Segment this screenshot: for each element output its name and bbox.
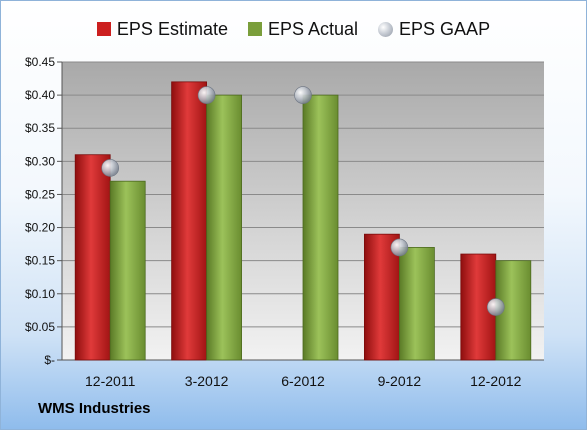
legend-swatch-eps-actual xyxy=(247,22,262,36)
legend-swatch-eps-gaap xyxy=(378,21,394,37)
bar-eps-estimate xyxy=(363,233,400,361)
bar-eps-estimate xyxy=(171,81,208,361)
bar-eps-estimate xyxy=(74,154,111,361)
x-category-label: 3-2012 xyxy=(185,373,229,389)
marker-eps-gaap xyxy=(486,298,505,316)
bar-eps-actual xyxy=(109,180,146,361)
y-tick-label: $0.15 xyxy=(25,254,55,268)
legend-item-eps-gaap: EPS GAAP xyxy=(378,19,490,40)
x-category-label: 9-2012 xyxy=(378,373,422,389)
bar-eps-actual xyxy=(302,94,339,361)
marker-eps-gaap xyxy=(390,238,409,257)
y-tick-label: $0.35 xyxy=(25,121,55,135)
legend-label-eps-actual: EPS Actual xyxy=(267,18,359,39)
y-tick-label: $0.25 xyxy=(25,187,55,201)
marker-eps-gaap xyxy=(101,159,119,177)
legend-label-eps-estimate: EPS Estimate xyxy=(116,18,228,39)
company-name: WMS Industries xyxy=(38,400,151,417)
y-tick-label: $0.20 xyxy=(25,221,55,235)
x-axis-categories: 12-2011 3-2012 6-2012 9-2012 12-2012 xyxy=(85,373,522,389)
legend-label-eps-gaap: EPS GAAP xyxy=(399,18,491,39)
bar-eps-actual xyxy=(206,94,243,361)
gaap-markers xyxy=(101,86,505,316)
marker-eps-gaap xyxy=(294,86,312,104)
x-category-label: 12-2012 xyxy=(470,373,522,389)
y-tick-label: $- xyxy=(44,353,55,367)
y-tick-label: $0.40 xyxy=(25,88,55,102)
y-tick-label: $0.05 xyxy=(25,320,55,334)
legend-item-eps-estimate: EPS Estimate xyxy=(96,18,228,40)
marker-eps-gaap xyxy=(197,86,216,104)
x-category-label: 12-2011 xyxy=(85,373,136,389)
y-tick-label: $0.45 xyxy=(25,55,55,69)
bar-eps-actual xyxy=(398,247,435,361)
legend-swatch-eps-estimate xyxy=(96,22,111,36)
y-axis-ticks: $- $0.05 $0.10 $0.15 $0.20 $0.25 $0.30 $0.35 $0.… xyxy=(25,55,544,367)
legend: EPS Estimate EPS Actual EPS GAAP xyxy=(0,14,587,44)
y-tick-label: $0.10 xyxy=(25,287,55,301)
x-category-label: 6-2012 xyxy=(281,373,325,389)
y-tick-label: $0.30 xyxy=(25,154,55,168)
legend-item-eps-actual: EPS Actual xyxy=(247,18,359,40)
